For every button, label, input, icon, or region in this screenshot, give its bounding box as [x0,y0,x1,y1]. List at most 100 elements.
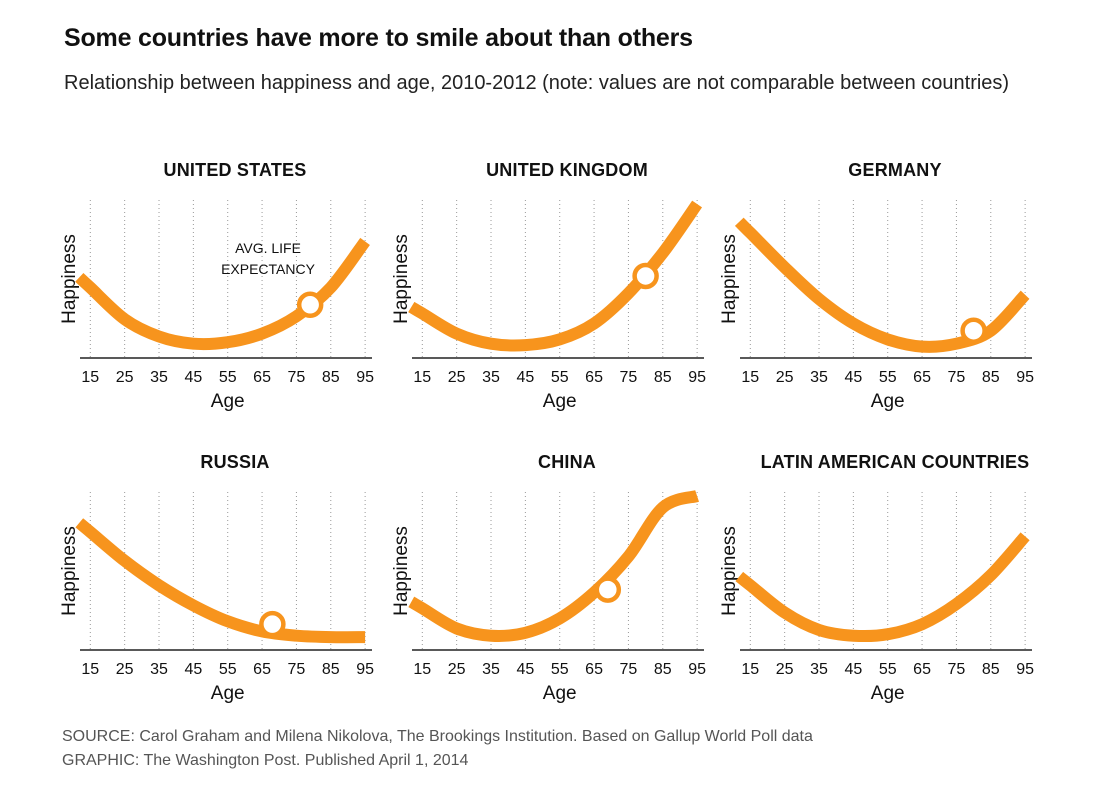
annotation-line-1: AVG. LIFE [235,240,301,256]
x-tick-label: 35 [810,369,828,386]
x-tick-label: 55 [879,661,897,678]
x-tick-label: 95 [1016,369,1034,386]
x-tick-label: 85 [654,661,672,678]
x-tick-label: 25 [448,369,466,386]
panel-plot: Happiness 15 25 35 45 55 65 75 85 95 Age [719,492,1034,704]
x-tick-label: 25 [448,661,466,678]
x-tick-label: 15 [81,369,99,386]
y-axis-label: Happiness [59,526,80,616]
x-tick-label: 45 [516,661,534,678]
x-tick-label: 85 [322,661,340,678]
life-expectancy-marker [259,610,286,638]
panel-title: UNITED KINGDOM [486,160,648,180]
panel-latin-american-countries: LATIN AMERICAN COUNTRIES Happiness 15 25 35… [719,452,1050,704]
x-tick-label: 85 [654,369,672,386]
x-tick-label: 55 [551,369,569,386]
x-tick-label: 55 [879,369,897,386]
panel-germany: GERMANY Happiness 15 25 35 45 55 65 75 85 95 Age [719,160,1050,412]
x-tick-label: 45 [184,661,202,678]
x-tick-label: 55 [219,661,237,678]
x-tick-label: 25 [116,369,134,386]
x-axis-label: Age [543,391,577,412]
x-tick-label: 45 [516,369,534,386]
x-tick-label: 95 [356,661,374,678]
x-tick-label: 25 [776,369,794,386]
x-tick-label: 15 [741,661,759,678]
life-expectancy-marker [632,262,659,290]
y-axis-label: Happiness [59,234,80,324]
life-expectancy-marker [960,317,987,344]
panel-plot: Happiness 15 25 35 45 55 65 75 85 95 Age [719,200,1034,412]
panel-plot: Happiness 15 25 35 45 55 65 75 85 95 Age [391,490,706,704]
x-tick-label: 35 [810,661,828,678]
x-tick-label: 45 [844,661,862,678]
x-tick-label: 65 [913,369,931,386]
panel-russia: RUSSIA Happiness 15 25 35 45 55 65 75 85 95 Age [59,452,390,704]
panel-title: UNITED STATES [163,160,307,180]
x-tick-label: 55 [219,369,237,386]
life-expectancy-marker [594,576,622,603]
x-axis-label: Age [211,391,245,412]
panel-title: GERMANY [848,160,942,180]
panel-title: RUSSIA [200,452,270,472]
panel-china: CHINA Happiness 15 25 35 45 55 65 75 85 95 Age [391,452,722,704]
x-tick-label: 35 [150,661,168,678]
x-tick-label: 75 [620,661,638,678]
annotation-line-2: EXPECTANCY [221,261,316,277]
happiness-curve [75,237,370,351]
x-axis-label: Age [871,683,905,704]
x-tick-label: 85 [982,661,1000,678]
panel-united-states: UNITED STATES Happiness 15 25 35 45 55 65 75 85 9… [59,160,390,412]
x-tick-label: 35 [482,369,500,386]
source-note: SOURCE: Carol Graham and Milena Nikolova… [62,725,813,773]
y-axis-label: Happiness [719,234,740,324]
source-line: SOURCE: Carol Graham and Milena Nikolova… [62,728,813,745]
x-tick-label: 55 [551,661,569,678]
x-tick-label: 75 [948,661,966,678]
x-tick-label: 15 [741,369,759,386]
x-tick-label: 65 [585,661,603,678]
panel-title: LATIN AMERICAN COUNTRIES [760,452,1030,472]
x-tick-label: 65 [253,369,271,386]
x-axis-label: Age [543,683,577,704]
x-tick-label: 95 [356,369,374,386]
x-tick-label: 45 [844,369,862,386]
life-expectancy-marker [296,291,324,319]
happiness-curve [408,490,699,642]
panel-title: CHINA [538,452,596,472]
x-axis-label: Age [211,683,245,704]
happiness-curve [75,518,366,644]
graphic-credit-line: GRAPHIC: The Washington Post. Published … [62,752,469,769]
x-tick-label: 15 [413,661,431,678]
x-tick-label: 35 [482,661,500,678]
x-tick-label: 95 [1016,661,1034,678]
x-tick-label: 75 [288,369,306,386]
happiness-curve [735,532,1030,643]
x-tick-label: 25 [116,661,134,678]
x-tick-label: 65 [585,369,603,386]
x-tick-label: 15 [413,369,431,386]
x-tick-label: 25 [776,661,794,678]
panel-united-kingdom: UNITED KINGDOM Happiness 15 25 35 45 55 65 75 85… [391,160,722,412]
x-tick-label: 85 [982,369,1000,386]
x-tick-label: 65 [253,661,271,678]
chart-title: Some countries have more to smile about … [64,24,693,52]
panel-plot: Happiness 15 25 35 45 55 65 75 85 95 Age [59,492,374,704]
x-tick-label: 75 [948,369,966,386]
x-tick-label: 75 [620,369,638,386]
x-tick-label: 15 [81,661,99,678]
x-tick-label: 95 [688,661,706,678]
y-axis-label: Happiness [391,234,412,324]
x-tick-label: 75 [288,661,306,678]
x-tick-label: 45 [184,369,202,386]
x-tick-label: 65 [913,661,931,678]
x-axis-label: Age [871,391,905,412]
y-axis-label: Happiness [391,526,412,616]
x-tick-label: 35 [150,369,168,386]
y-axis-label: Happiness [719,526,740,616]
x-tick-label: 95 [688,369,706,386]
panel-plot: Happiness 15 25 35 45 55 65 75 85 95 Age [391,200,706,412]
chart-subtitle: Relationship between happiness and age, … [64,72,1010,94]
panel-plot: Happiness 15 25 35 45 55 65 75 85 95 Age AVG. LIFE E… [59,200,374,412]
x-tick-label: 85 [322,369,340,386]
